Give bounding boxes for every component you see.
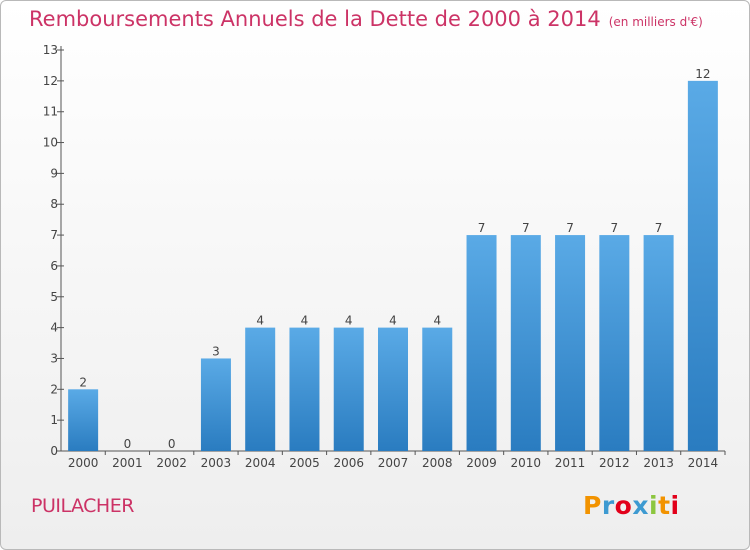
y-tick-label: 1 bbox=[50, 413, 58, 427]
x-tick-label: 2000 bbox=[68, 456, 99, 470]
data-label: 2 bbox=[79, 375, 87, 389]
y-tick-label: 4 bbox=[50, 321, 58, 335]
logo-letter: P bbox=[583, 491, 602, 520]
y-tick-label: 11 bbox=[43, 105, 58, 119]
labels: 2 2000 0 2001 0 2002 3 2003 4 2004 4 2005 4 2006 4 2007… bbox=[68, 67, 718, 470]
logo-letter: t bbox=[658, 491, 671, 520]
y-tick-label: 9 bbox=[50, 166, 58, 180]
x-tick-label: 2003 bbox=[201, 456, 232, 470]
chart-title: Remboursements Annuels de la Dette de 20… bbox=[29, 7, 703, 31]
x-tick-label: 2004 bbox=[245, 456, 276, 470]
x-tick-label: 2013 bbox=[643, 456, 674, 470]
bars bbox=[68, 80, 718, 451]
bar bbox=[466, 235, 497, 451]
y-tick-label: 7 bbox=[50, 228, 58, 242]
bar bbox=[378, 327, 408, 451]
bar bbox=[643, 235, 674, 451]
bar bbox=[289, 327, 320, 451]
x-tick-label: 2011 bbox=[555, 456, 586, 470]
data-label: 7 bbox=[478, 221, 486, 235]
bar bbox=[333, 327, 364, 451]
bar bbox=[245, 327, 276, 451]
data-label: 3 bbox=[212, 344, 220, 358]
logo-letter: x bbox=[632, 491, 649, 520]
data-label: 7 bbox=[522, 221, 530, 235]
data-label: 7 bbox=[611, 221, 619, 235]
x-tick-label: 2014 bbox=[688, 456, 719, 470]
chart-unit: (en milliers d'€) bbox=[608, 15, 703, 29]
y-tick-label: 2 bbox=[50, 382, 58, 396]
bar bbox=[68, 389, 99, 451]
logo-letter: i bbox=[670, 491, 680, 520]
x-tick-label: 2012 bbox=[599, 456, 630, 470]
x-tick-label: 2002 bbox=[156, 456, 187, 470]
y-tick-label: 5 bbox=[50, 290, 58, 304]
chart-title-text: Remboursements Annuels de la Dette de 20… bbox=[29, 7, 601, 31]
data-label: 4 bbox=[389, 314, 397, 328]
logo-letter: o bbox=[614, 491, 633, 520]
x-tick-label: 2010 bbox=[511, 456, 542, 470]
bar bbox=[200, 358, 231, 451]
y-tick-label: 8 bbox=[50, 197, 58, 211]
x-tick-label: 2005 bbox=[289, 456, 320, 470]
bar bbox=[687, 80, 718, 451]
y-tick-label: 6 bbox=[50, 259, 58, 273]
data-label: 4 bbox=[433, 314, 441, 328]
x-tick-label: 2006 bbox=[333, 456, 364, 470]
y-tick-label: 12 bbox=[43, 74, 58, 88]
data-label: 0 bbox=[124, 437, 132, 451]
data-label: 4 bbox=[256, 314, 264, 328]
x-tick-label: 2007 bbox=[378, 456, 409, 470]
bar bbox=[599, 235, 630, 451]
data-label: 4 bbox=[301, 314, 309, 328]
x-tick-label: 2001 bbox=[112, 456, 143, 470]
data-label: 7 bbox=[655, 221, 663, 235]
data-label: 12 bbox=[695, 67, 710, 81]
city-name: PUILACHER bbox=[31, 495, 134, 517]
data-label: 0 bbox=[168, 437, 176, 451]
y-tick-label: 3 bbox=[50, 351, 58, 365]
y-tick-label: 10 bbox=[43, 136, 58, 150]
bar bbox=[510, 235, 541, 451]
x-tick-label: 2008 bbox=[422, 456, 453, 470]
logo-letter: r bbox=[601, 491, 615, 520]
logo-letter: i bbox=[649, 491, 659, 520]
data-label: 4 bbox=[345, 314, 353, 328]
bar bbox=[555, 235, 586, 451]
y-tick-label: 0 bbox=[50, 444, 58, 458]
bar bbox=[422, 327, 453, 451]
proxiti-logo: Proxiti bbox=[583, 491, 680, 520]
y-tick-label: 13 bbox=[43, 43, 58, 57]
data-label: 7 bbox=[566, 221, 574, 235]
x-tick-label: 2009 bbox=[466, 456, 497, 470]
